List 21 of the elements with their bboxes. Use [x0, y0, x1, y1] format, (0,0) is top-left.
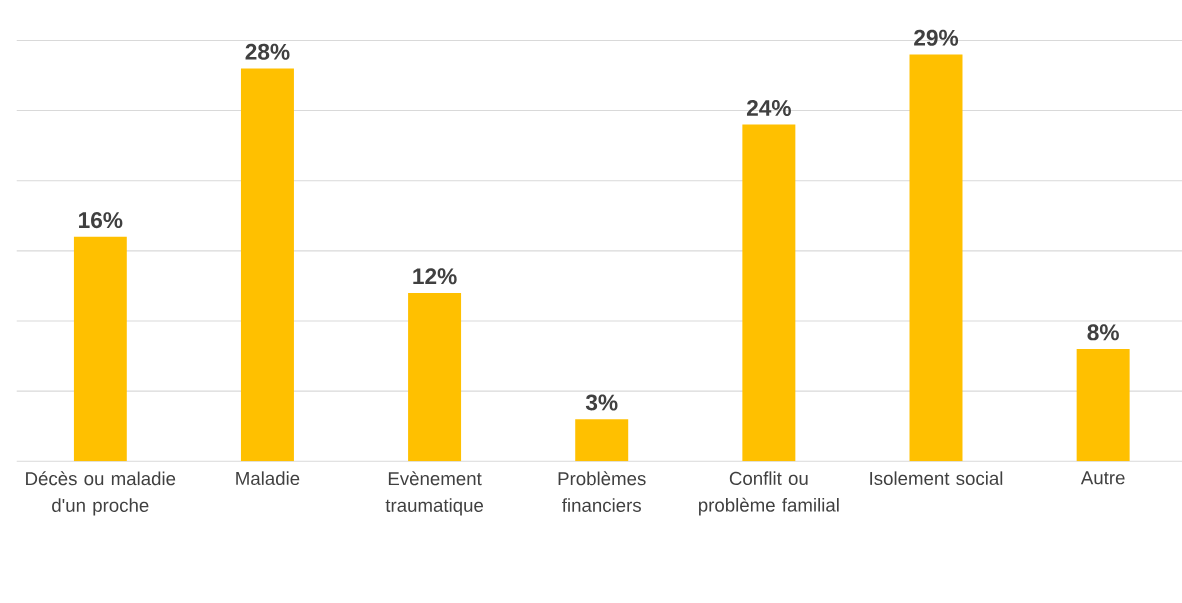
bar — [909, 54, 963, 462]
bar — [408, 292, 462, 462]
data-label: 29% — [914, 29, 959, 46]
x-tick-label: Isolement social — [870, 471, 1003, 486]
data-label: 8% — [1087, 324, 1119, 341]
bar — [742, 124, 796, 462]
x-tick-label: Autre — [1080, 471, 1125, 485]
x-tick-label: Problèmes financiers — [558, 471, 646, 512]
bar — [575, 419, 629, 462]
data-label: 16% — [79, 212, 123, 229]
bar — [73, 236, 127, 462]
data-label: 28% — [245, 43, 290, 60]
bar — [1076, 349, 1130, 462]
data-label: 3% — [585, 394, 618, 411]
x-tick-label: Evènement traumatique — [385, 471, 484, 516]
x-tick-label: Conflit ou problème familial — [699, 471, 839, 516]
x-tick-label: Maladie — [236, 471, 300, 486]
x-tick-label: Décès ou maladie d'un proche — [26, 471, 176, 516]
data-label: 12% — [413, 268, 457, 285]
data-label: 24% — [746, 99, 791, 116]
bar — [240, 68, 294, 462]
